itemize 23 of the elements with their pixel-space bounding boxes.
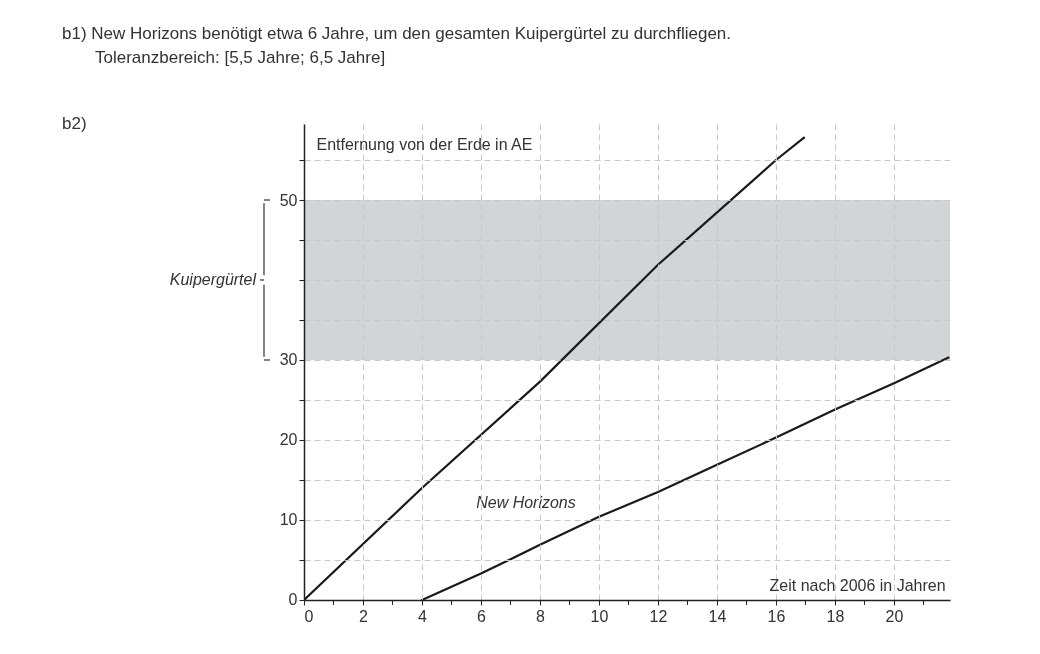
y-tick-label: 20 <box>279 431 298 449</box>
x-tick-label: 12 <box>649 608 668 626</box>
y-axis-title: Entfernung von der Erde in AE <box>316 135 533 153</box>
x-tick-label: 2 <box>359 608 369 626</box>
x-tick-label: 14 <box>708 608 727 626</box>
text: b1) New Horizons benötigt etwa 6 Jahre, um den gesamten Kuipergürtel zu durchfliegen. <box>62 23 732 45</box>
x-tick-label: 16 <box>767 608 786 626</box>
band-label: Kuipergürtel <box>169 271 257 288</box>
x-tick-label: 6 <box>477 608 487 626</box>
y-tick-label: 0 <box>288 591 298 609</box>
y-tick-label: 10 <box>279 511 298 529</box>
text: New Horizons <box>476 494 576 511</box>
y-tick-label: 30 <box>279 351 298 369</box>
x-tick-label: 10 <box>590 608 609 626</box>
text: b2) <box>62 113 88 135</box>
x-axis-title: Zeit nach 2006 in Jahren <box>769 577 946 595</box>
x-tick-label: 4 <box>418 608 428 626</box>
x-tick-label: 8 <box>536 608 546 626</box>
x-tick-label: 20 <box>885 608 904 626</box>
x-tick-label: 0 <box>304 608 314 626</box>
y-tick-label: 50 <box>279 191 298 209</box>
x-tick-label: 18 <box>826 608 845 626</box>
text: Toleranzbereich: [5,5 Jahre; 6,5 Jahre] <box>94 47 387 69</box>
